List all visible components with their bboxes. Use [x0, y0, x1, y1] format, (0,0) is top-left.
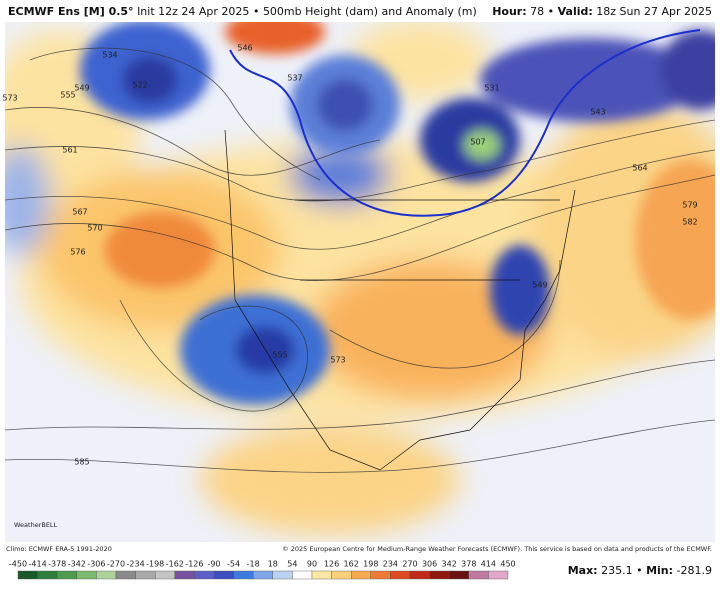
colorbar-label: 18: [268, 560, 278, 569]
min-label: Min:: [646, 564, 673, 577]
colorbar-label: 90: [307, 560, 317, 569]
colorbar-box: [213, 570, 234, 580]
watermark: WeatherBELL: [14, 521, 58, 529]
colorbar-box: [57, 570, 78, 580]
header-left: ECMWF Ens [M] 0.5° Init 12z 24 Apr 2025 …: [8, 5, 477, 18]
colorbar-box: [96, 570, 117, 580]
colorbar-box: [194, 570, 215, 580]
colorbar-box: [468, 570, 489, 580]
sep: •: [548, 5, 555, 18]
contour-label: 570: [87, 224, 102, 233]
contour-label: 567: [72, 208, 87, 217]
colorbar-label: 306: [422, 560, 437, 569]
climo: Climo: ECMWF ERA-5 1991-2020: [6, 545, 112, 553]
colorbar-label: 126: [324, 560, 339, 569]
contour-label: 546: [237, 44, 252, 53]
colorbar-label: 234: [383, 560, 398, 569]
colorbar-box: [351, 570, 372, 580]
min: -281.9: [677, 564, 712, 577]
colorbar-label: -90: [207, 560, 220, 569]
copyright: © 2025 European Centre for Medium-Range …: [282, 545, 712, 553]
max-label: Max:: [568, 564, 598, 577]
colorbar-label: 54: [287, 560, 297, 569]
colorbar-box: [272, 570, 293, 580]
colorbar-box: [449, 570, 470, 580]
contour-label: 582: [682, 218, 697, 227]
colorbar-box: [154, 570, 175, 580]
colorbar-label: -450: [9, 560, 27, 569]
map: WeatherBELL: [5, 22, 715, 542]
contour-label: 573: [2, 94, 17, 103]
model: ECMWF Ens [M] 0.5°: [8, 5, 134, 18]
colorbar-box: [370, 570, 391, 580]
colorbar-label: -198: [146, 560, 164, 569]
colorbar-label: -54: [227, 560, 240, 569]
contour-label: 585: [74, 458, 89, 467]
valid-label: Valid:: [558, 5, 593, 18]
colorbar-label: -234: [127, 560, 145, 569]
contour-label: 537: [287, 74, 302, 83]
contour-label: 534: [102, 51, 117, 60]
colorbar-label: 342: [442, 560, 457, 569]
header-right: Hour: 78 • Valid: 18z Sun 27 Apr 2025: [492, 5, 712, 18]
contour-label: 576: [70, 248, 85, 257]
colorbar-label: -342: [68, 560, 86, 569]
colorbar-box: [331, 570, 352, 580]
colorbar-label: 198: [363, 560, 378, 569]
colorbar-box: [390, 570, 411, 580]
contour-label: 507: [470, 138, 485, 147]
colorbar-label: 378: [461, 560, 476, 569]
contour-label: 555: [272, 351, 287, 360]
colorbar-box: [17, 570, 38, 580]
init: Init 12z 24 Apr 2025: [137, 5, 249, 18]
colorbar-label: -126: [185, 560, 203, 569]
colorbar-label: -414: [29, 560, 47, 569]
colorbar-box: [233, 570, 254, 580]
contour-label: 561: [62, 146, 77, 155]
colorbar-label: -162: [166, 560, 184, 569]
colorbar-box: [135, 570, 156, 580]
field: 500mb Height (dam) and Anomaly (m): [263, 5, 477, 18]
colorbar-box: [488, 570, 509, 580]
hour: 78: [530, 5, 544, 18]
colorbar-label: 450: [500, 560, 515, 569]
contour-label: 531: [484, 84, 499, 93]
colorbar-box: [409, 570, 430, 580]
colorbar-box: [292, 570, 313, 580]
colorbar-label: -306: [87, 560, 105, 569]
colorbar-label: 270: [402, 560, 417, 569]
colorbar: -450 -414 -378 -342 -306 -270 -234 -198 -162 -126…: [9, 560, 516, 580]
sep: •: [636, 564, 643, 577]
hour-label: Hour:: [492, 5, 526, 18]
contour-label: 579: [682, 201, 697, 210]
colorbar-label: 414: [481, 560, 496, 569]
colorbar-box: [37, 570, 58, 580]
max: 235.1: [601, 564, 633, 577]
contour-label: 573: [330, 356, 345, 365]
colorbar-label: -270: [107, 560, 125, 569]
contour-label: 543: [590, 108, 605, 117]
colorbar-label: -18: [247, 560, 260, 569]
colorbar-box: [311, 570, 332, 580]
contour-label: 549: [532, 281, 547, 290]
stats: Max: 235.1 • Min: -281.9: [568, 564, 712, 577]
contour-label: 564: [632, 164, 647, 173]
colorbar-box: [252, 570, 273, 580]
colorbar-box: [76, 570, 97, 580]
contour-label: 549: [74, 84, 89, 93]
valid: 18z Sun 27 Apr 2025: [596, 5, 712, 18]
colorbar-box: [429, 570, 450, 580]
colorbar-box: [174, 570, 195, 580]
colorbar-box: [115, 570, 136, 580]
contour-label: 555: [60, 91, 75, 100]
sep: •: [253, 5, 260, 18]
colorbar-label: -378: [48, 560, 66, 569]
contour-labels: 5345225495555615675705765735375465315075…: [2, 44, 697, 467]
contour-label: 522: [132, 81, 147, 90]
colorbar-label: 162: [344, 560, 359, 569]
